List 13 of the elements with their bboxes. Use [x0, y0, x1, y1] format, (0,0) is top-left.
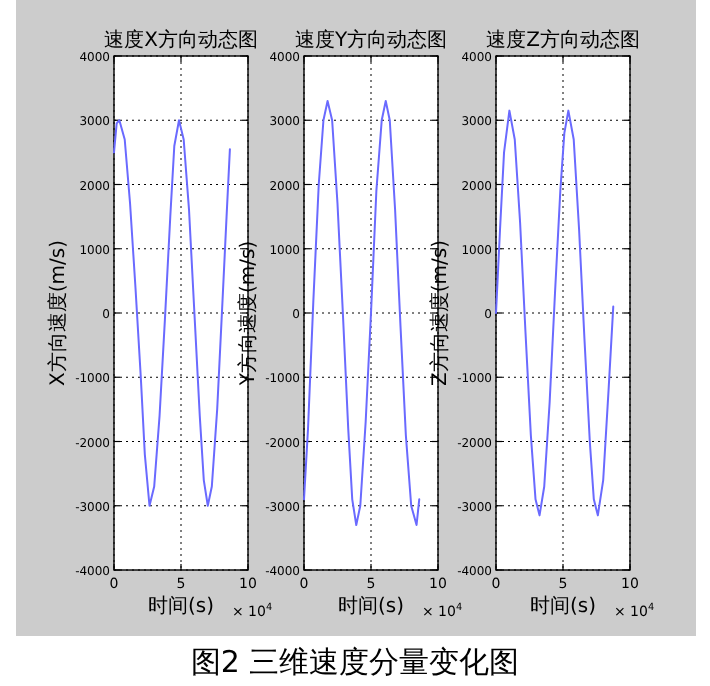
caption: 图2 三维速度分量变化图: [190, 644, 520, 680]
line-series: [113, 119, 231, 507]
x-axis-title: 时间(s): [529, 594, 597, 618]
chart-title: 速度Y方向动态图: [294, 28, 448, 52]
y-axis-title: X方向速度(m/s): [46, 239, 70, 386]
x-axis-title: 时间(s): [337, 594, 405, 618]
y-axis-title: Y方向速度(m/s): [236, 240, 260, 388]
line-series: [495, 109, 615, 517]
y-axis-title: Z方向速度(m/s): [428, 239, 452, 386]
chart-title: 速度Z方向动态图: [486, 28, 640, 52]
line-series: [303, 99, 421, 527]
chart-title: 速度X方向动态图: [104, 28, 258, 52]
x-axis-title: 时间(s): [147, 594, 215, 618]
